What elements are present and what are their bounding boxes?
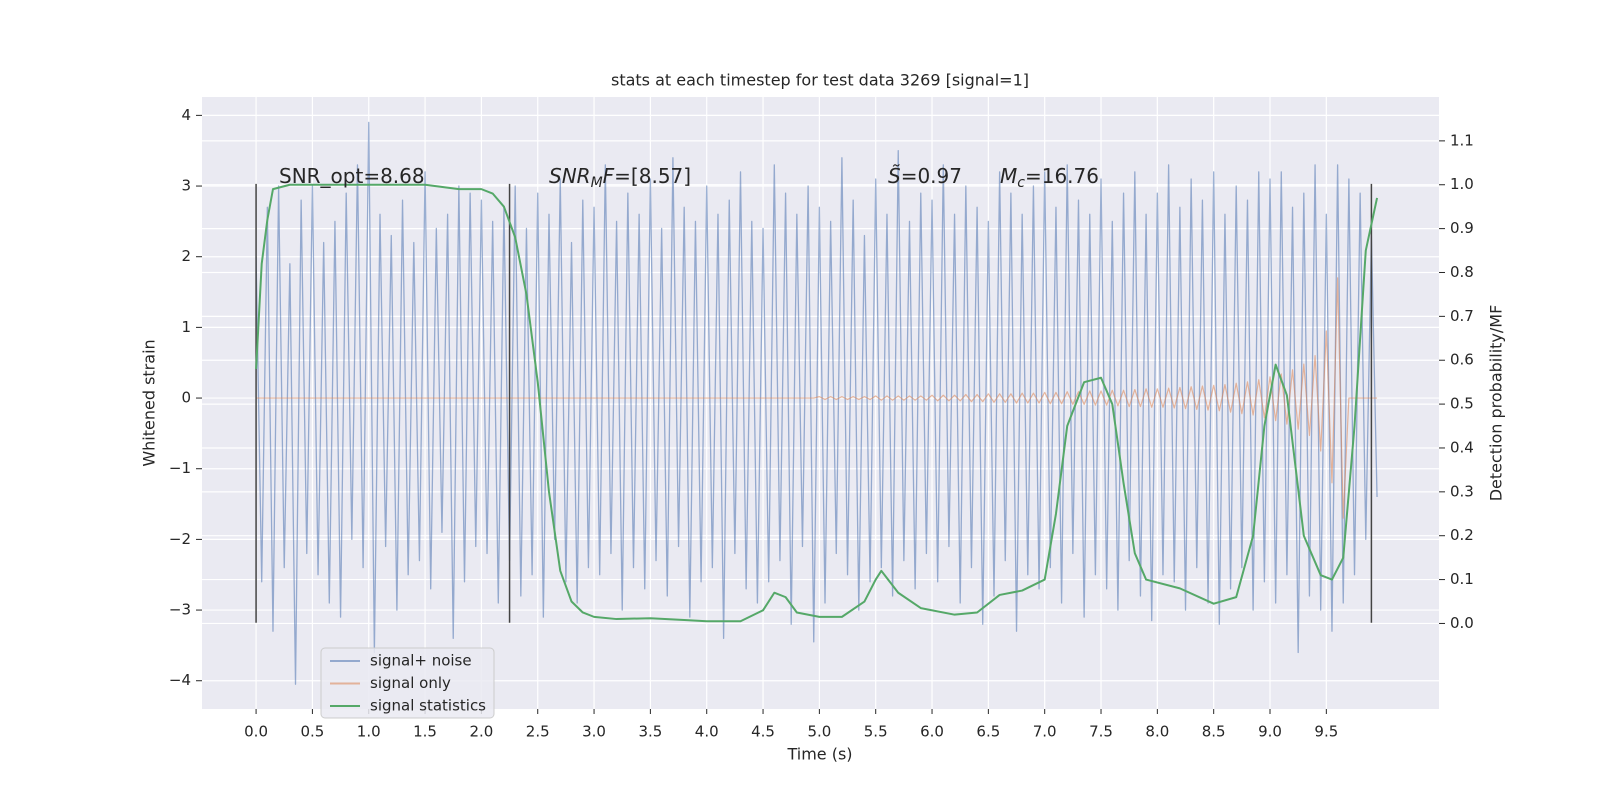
legend-label: signal statistics bbox=[370, 697, 486, 715]
x-tick-label: 7.5 bbox=[1089, 723, 1113, 741]
y-axis-label: Whitened strain bbox=[140, 339, 159, 466]
axes: 0.0 0.5 1.0 1.5 2.0 2.5 3.0 3.5 4.0 4.5 5.0 5.5 6.0 6… bbox=[169, 106, 1474, 741]
annotation-part: =16.76 bbox=[1025, 164, 1099, 188]
x-tick-label: 5.0 bbox=[807, 723, 831, 741]
x-tick-label: 4.5 bbox=[751, 723, 775, 741]
y-tick-label: −2 bbox=[169, 530, 191, 548]
x-tick-label: 2.5 bbox=[526, 723, 550, 741]
annotation-part: SNR bbox=[549, 164, 591, 188]
x-tick-label: 6.0 bbox=[920, 723, 944, 741]
y2-tick-label: 0.2 bbox=[1450, 526, 1474, 544]
y-tick-label: 3 bbox=[181, 177, 191, 195]
annotation-part: S̃ bbox=[888, 164, 901, 188]
y2-tick-label: 0.8 bbox=[1450, 263, 1474, 281]
y2-tick-label: 0.0 bbox=[1450, 614, 1474, 632]
marks bbox=[255, 121, 1379, 685]
x-tick-label: 4.0 bbox=[695, 723, 719, 741]
y-tick-label: −1 bbox=[169, 459, 191, 477]
x-tick-label: 2.0 bbox=[469, 723, 493, 741]
legend-label: signal+ noise bbox=[370, 652, 472, 670]
x-tick-label: 0.5 bbox=[300, 723, 324, 741]
x-tick-label: 8.0 bbox=[1145, 723, 1169, 741]
x-tick-label: 3.0 bbox=[582, 723, 606, 741]
annotation-part: F bbox=[603, 164, 615, 188]
y2-tick-label: 1.0 bbox=[1450, 175, 1474, 193]
annotation-part: M bbox=[1000, 164, 1017, 188]
y2-tick-label: 0.5 bbox=[1450, 395, 1474, 413]
x-tick-label: 7.0 bbox=[1033, 723, 1057, 741]
annotation: SNRMF=[8.57] bbox=[549, 164, 691, 192]
annotation-part: c bbox=[1017, 175, 1025, 191]
annotation: Mc=16.76 bbox=[1000, 164, 1099, 192]
annotation: SNR_opt=8.68 bbox=[279, 164, 425, 188]
y-tick-label: −4 bbox=[169, 671, 191, 689]
series-line bbox=[255, 121, 1378, 685]
x-tick-label: 1.0 bbox=[357, 723, 381, 741]
x-tick-label: 8.5 bbox=[1202, 723, 1226, 741]
annotation-part: =[8.57] bbox=[614, 164, 691, 188]
annotation: S̃=0.97 bbox=[888, 164, 962, 188]
y-tick-label: 4 bbox=[181, 106, 191, 124]
x-tick-label: 1.5 bbox=[413, 723, 437, 741]
y2-tick-label: 0.7 bbox=[1450, 307, 1474, 325]
x-tick-label: 9.0 bbox=[1258, 723, 1282, 741]
y2-tick-label: 0.9 bbox=[1450, 219, 1474, 237]
legend: signal+ noise signal only signal statistic… bbox=[320, 647, 495, 719]
series-line bbox=[255, 183, 1379, 623]
x-tick-label: 5.5 bbox=[864, 723, 888, 741]
x-tick-label: 9.5 bbox=[1314, 723, 1338, 741]
y2-tick-label: 0.3 bbox=[1450, 482, 1474, 500]
x-tick-label: 6.5 bbox=[976, 723, 1000, 741]
series-line bbox=[256, 277, 1378, 519]
y-tick-label: 2 bbox=[181, 247, 191, 265]
y-tick-label: 1 bbox=[181, 318, 191, 336]
annotation-part: SNR_opt=8.68 bbox=[279, 164, 425, 188]
annotation-part: =0.97 bbox=[901, 164, 962, 188]
x-axis-label: Time (s) bbox=[786, 745, 852, 764]
annotation-part: M bbox=[591, 175, 603, 191]
y2-axis-label: Detection probability/MF bbox=[1487, 305, 1506, 502]
y-tick-label: −3 bbox=[169, 601, 191, 619]
y2-tick-label: 0.6 bbox=[1450, 351, 1474, 369]
chart-title: stats at each timestep for test data 326… bbox=[611, 71, 1029, 90]
legend-box bbox=[320, 647, 495, 719]
x-tick-label: 3.5 bbox=[638, 723, 662, 741]
y2-tick-label: 1.1 bbox=[1450, 131, 1474, 149]
y2-tick-label: 0.1 bbox=[1450, 570, 1474, 588]
y-tick-label: 0 bbox=[181, 389, 191, 407]
x-tick-label: 0.0 bbox=[244, 723, 268, 741]
y2-tick-label: 0.4 bbox=[1450, 438, 1474, 456]
legend-label: signal only bbox=[370, 674, 451, 692]
